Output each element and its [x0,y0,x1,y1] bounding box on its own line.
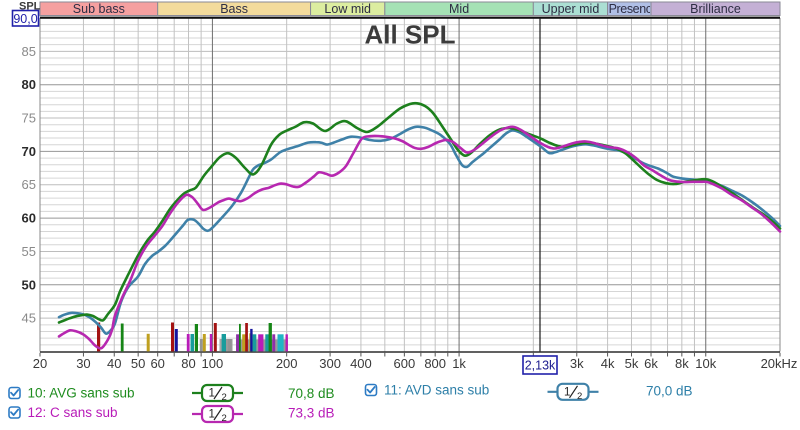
svg-text:75: 75 [22,111,36,126]
svg-text:1: 1 [564,386,570,398]
svg-text:100: 100 [202,356,224,371]
svg-text:1: 1 [209,388,215,400]
svg-text:200: 200 [276,356,298,371]
svg-text:Presence: Presence [609,2,659,16]
svg-text:60: 60 [22,211,36,226]
svg-text:10k: 10k [695,356,716,371]
svg-text:1: 1 [209,409,215,421]
svg-text:55: 55 [22,244,36,259]
svg-text:1k: 1k [452,356,466,371]
svg-text:Bass: Bass [220,2,248,16]
svg-text:800: 800 [424,356,446,371]
svg-text:600: 600 [394,356,416,371]
svg-text:85: 85 [22,44,36,59]
svg-text:6k: 6k [644,356,658,371]
svg-text:2: 2 [577,391,582,402]
svg-text:20: 20 [33,356,47,371]
svg-text:3k: 3k [570,356,584,371]
svg-text:2: 2 [222,413,227,424]
svg-text:65: 65 [22,177,36,192]
svg-text:70,0 dB: 70,0 dB [646,384,693,399]
svg-text:80: 80 [22,77,36,92]
svg-text:4k: 4k [601,356,615,371]
svg-text:70: 70 [22,144,36,159]
svg-text:8k: 8k [675,356,689,371]
svg-text:30: 30 [76,356,90,371]
svg-text:50: 50 [131,356,145,371]
svg-text:73,3 dB: 73,3 dB [288,406,335,421]
svg-text:2,13k: 2,13k [525,359,556,373]
svg-text:Mid: Mid [449,2,469,16]
svg-text:12: C sans sub: 12: C sans sub [28,405,118,420]
svg-text:2: 2 [222,392,227,403]
svg-text:300: 300 [319,356,341,371]
svg-text:5k: 5k [625,356,639,371]
svg-text:80: 80 [181,356,195,371]
svg-text:20kHz: 20kHz [761,356,798,371]
svg-text:400: 400 [350,356,372,371]
svg-text:Sub bass: Sub bass [73,2,125,16]
svg-text:SPL: SPL [19,1,41,13]
svg-text:70,8 dB: 70,8 dB [288,386,335,401]
svg-text:45: 45 [22,311,36,326]
svg-text:90,0: 90,0 [13,12,37,26]
svg-text:Low mid: Low mid [324,2,371,16]
svg-text:All SPL: All SPL [364,20,455,50]
svg-text:Brilliance: Brilliance [690,2,741,16]
svg-text:60: 60 [150,356,164,371]
svg-text:Upper mid: Upper mid [542,2,600,16]
svg-text:10: AVG sans sub: 10: AVG sans sub [28,386,135,401]
svg-text:11: AVD sans sub: 11: AVD sans sub [384,383,489,398]
svg-text:40: 40 [107,356,121,371]
svg-text:50: 50 [22,277,36,292]
